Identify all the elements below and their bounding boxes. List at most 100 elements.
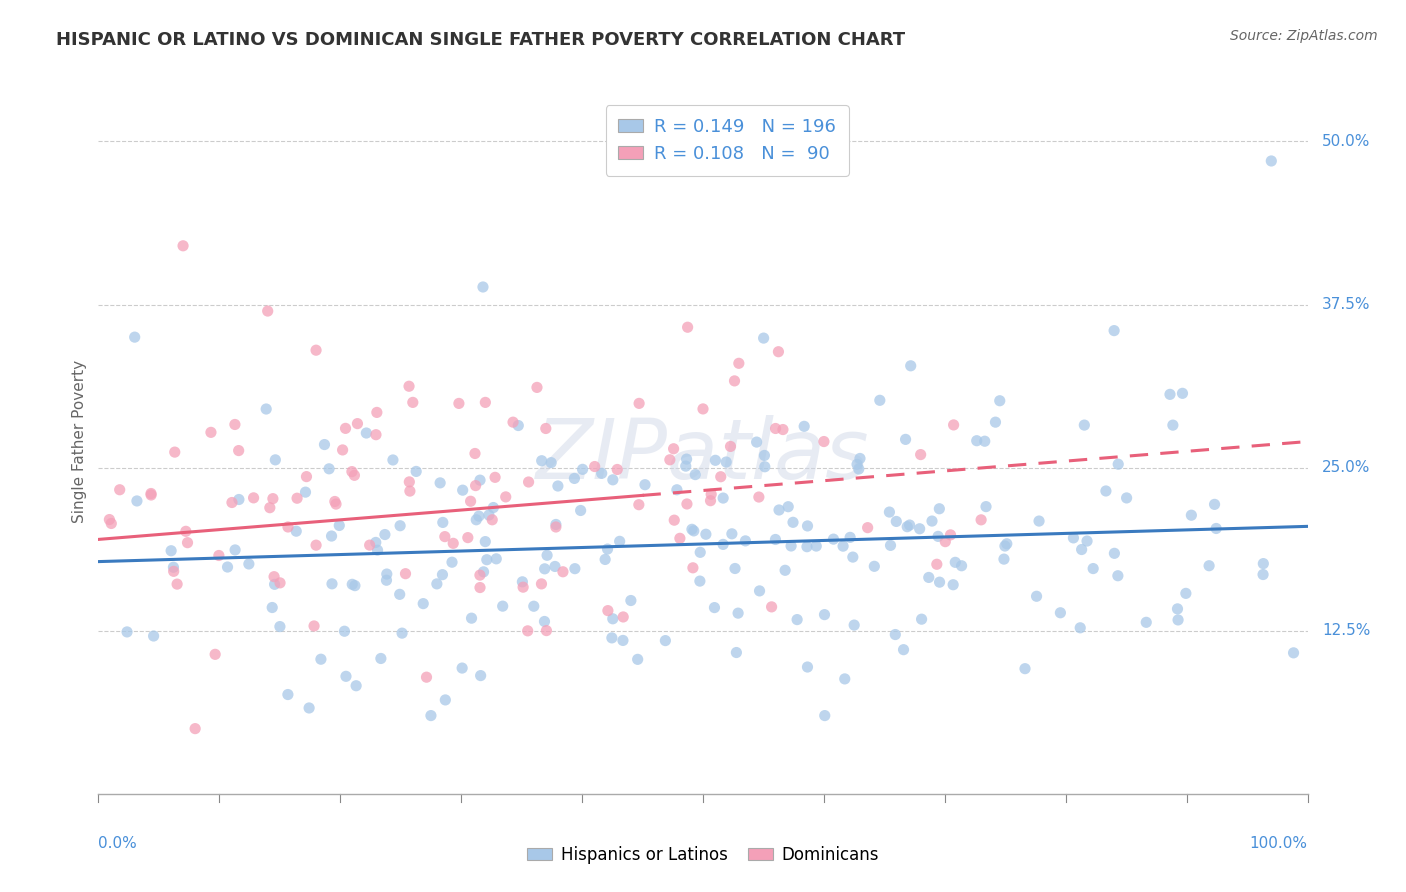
Point — [402, 395, 425, 409]
Point — [98, 512, 121, 526]
Point — [432, 516, 454, 530]
Point — [695, 527, 717, 541]
Point — [163, 565, 186, 579]
Point — [536, 549, 558, 563]
Text: Source: ZipAtlas.com: Source: ZipAtlas.com — [1230, 29, 1378, 43]
Point — [470, 668, 492, 682]
Point — [495, 490, 517, 504]
Point — [388, 587, 411, 601]
Point — [100, 516, 122, 531]
Point — [1253, 557, 1275, 571]
Point — [374, 527, 396, 541]
Point — [942, 578, 965, 592]
Point — [1260, 153, 1282, 168]
Point — [723, 374, 745, 388]
Point — [620, 593, 643, 607]
Point — [995, 537, 1018, 551]
Point — [856, 521, 879, 535]
Point — [294, 485, 316, 500]
Point — [526, 380, 548, 394]
Point — [1028, 514, 1050, 528]
Point — [848, 462, 870, 476]
Point — [1135, 615, 1157, 630]
Point — [321, 529, 343, 543]
Point — [682, 561, 704, 575]
Point — [628, 396, 651, 410]
Point — [1062, 531, 1084, 545]
Point — [734, 533, 756, 548]
Point — [254, 402, 277, 417]
Point — [752, 331, 775, 345]
Point — [681, 522, 703, 536]
Point — [839, 530, 862, 544]
Point — [950, 558, 973, 573]
Point — [124, 330, 146, 344]
Point — [544, 517, 567, 532]
Point — [512, 580, 534, 594]
Point — [974, 500, 997, 514]
Point — [176, 535, 198, 549]
Point — [600, 631, 623, 645]
Point — [1073, 418, 1095, 433]
Point — [884, 515, 907, 529]
Point — [309, 652, 332, 666]
Point — [1095, 483, 1118, 498]
Point — [184, 722, 207, 736]
Point — [662, 442, 685, 456]
Point — [440, 555, 463, 569]
Point — [381, 453, 404, 467]
Point — [481, 513, 503, 527]
Point — [842, 550, 865, 565]
Point — [492, 599, 515, 614]
Point — [269, 619, 291, 633]
Point — [1083, 561, 1105, 575]
Point — [765, 533, 787, 547]
Point — [1102, 324, 1125, 338]
Point — [685, 467, 707, 482]
Point — [139, 488, 162, 502]
Point — [748, 490, 770, 504]
Point — [325, 497, 347, 511]
Point — [434, 693, 457, 707]
Point — [540, 456, 562, 470]
Point — [298, 701, 321, 715]
Point — [849, 451, 872, 466]
Point — [765, 421, 787, 435]
Point — [602, 473, 624, 487]
Point — [238, 557, 260, 571]
Point — [654, 633, 676, 648]
Point — [264, 453, 287, 467]
Point — [172, 239, 194, 253]
Point — [484, 470, 506, 484]
Point — [285, 524, 308, 538]
Point — [375, 567, 398, 582]
Point — [412, 597, 434, 611]
Point — [1049, 606, 1071, 620]
Point — [704, 453, 727, 467]
Point — [344, 679, 367, 693]
Point — [1107, 457, 1129, 471]
Point — [966, 434, 988, 448]
Point — [533, 562, 555, 576]
Point — [564, 471, 586, 485]
Point — [612, 633, 634, 648]
Point — [508, 418, 530, 433]
Point — [1076, 534, 1098, 549]
Point — [370, 651, 392, 665]
Point — [675, 459, 697, 474]
Point — [571, 462, 593, 476]
Point — [988, 393, 1011, 408]
Point — [778, 500, 800, 514]
Point — [591, 467, 613, 481]
Text: 37.5%: 37.5% — [1322, 297, 1371, 312]
Point — [318, 462, 340, 476]
Point — [699, 493, 721, 508]
Text: 0.0%: 0.0% — [98, 836, 138, 851]
Point — [256, 304, 278, 318]
Point — [474, 534, 496, 549]
Point — [335, 421, 357, 435]
Point — [472, 565, 495, 579]
Point — [108, 483, 131, 497]
Point — [703, 600, 725, 615]
Point — [468, 473, 491, 487]
